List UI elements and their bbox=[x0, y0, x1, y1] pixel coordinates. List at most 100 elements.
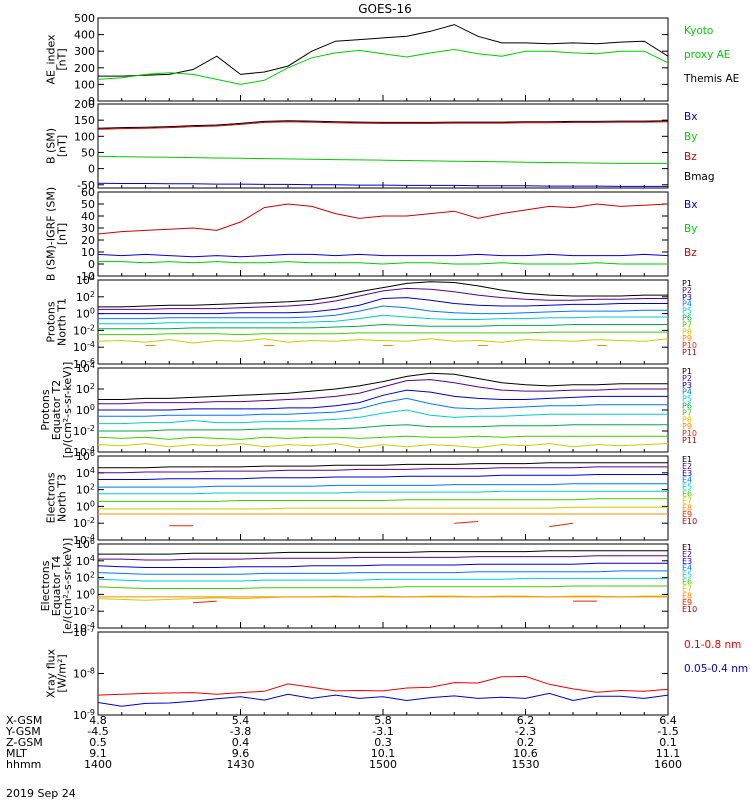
y-tick-label: 102 bbox=[76, 382, 95, 396]
x-axis-value: 0.2 bbox=[517, 736, 535, 749]
legend-item: E1 bbox=[682, 455, 692, 464]
series-line-e7 bbox=[98, 595, 668, 601]
y-axis-label: Xray flux[W/m²] bbox=[45, 648, 69, 698]
series-line-bmag bbox=[98, 120, 668, 129]
y-tick-label: 10-2 bbox=[73, 516, 95, 530]
y-tick-label: 200 bbox=[74, 62, 95, 75]
series-group bbox=[98, 372, 668, 449]
y-tick-label: 102 bbox=[76, 290, 95, 304]
y-tick-label: 20 bbox=[81, 234, 95, 247]
legend-item: P2 bbox=[682, 374, 692, 383]
x-axis-value: -2.3 bbox=[515, 725, 536, 738]
series-line-p2 bbox=[98, 379, 668, 405]
x-axis-value: -1.5 bbox=[657, 725, 678, 738]
x-axis-value: 10.6 bbox=[513, 747, 538, 760]
y-axis-label: ProtonsNorth T1 bbox=[45, 298, 69, 346]
x-axis-value: 1500 bbox=[369, 758, 397, 771]
panel-frame bbox=[97, 279, 669, 365]
legend-item: P5 bbox=[682, 307, 692, 316]
x-axis-value: -3.1 bbox=[372, 725, 393, 738]
series-group bbox=[98, 120, 668, 187]
y-tick-label: 400 bbox=[74, 29, 95, 42]
legend-item: P2 bbox=[682, 286, 692, 295]
x-axis-value: 0.4 bbox=[232, 736, 250, 749]
series-line-e7 bbox=[98, 506, 668, 510]
x-axis-row-label: X-GSM bbox=[6, 714, 42, 727]
y-tick-label: 10-4 bbox=[73, 533, 95, 547]
legend-item: P3 bbox=[682, 381, 692, 390]
series-group bbox=[98, 462, 668, 528]
x-axis-row-label: Y-GSM bbox=[5, 725, 41, 738]
x-axis-value: 1400 bbox=[84, 758, 112, 771]
x-axis-value: 4.8 bbox=[89, 714, 107, 727]
series-line-p6 bbox=[98, 323, 668, 330]
series-line-e2 bbox=[98, 466, 668, 474]
panel-ae: 0 100 200 300 400 500 AE_index[nT] Kyoto proxy A… bbox=[45, 12, 740, 108]
y-tick-label: 102 bbox=[76, 483, 95, 497]
x-axis-row-label: MLT bbox=[6, 747, 27, 760]
y-tick-label: 150 bbox=[74, 114, 95, 127]
y-axis-label-line: Protons bbox=[39, 389, 52, 430]
series-line-e5 bbox=[98, 490, 668, 495]
legend-item: Themis AE bbox=[683, 73, 739, 85]
legend-item: Bx bbox=[684, 111, 697, 123]
y-axis-label-line: Equator T2 bbox=[50, 380, 63, 440]
y-tick-label: 10-4 bbox=[73, 621, 95, 635]
series-group bbox=[98, 550, 668, 604]
legend-item: P9 bbox=[682, 422, 692, 431]
y-tick-label: 104 bbox=[76, 466, 95, 480]
legend-item: P10 bbox=[682, 341, 697, 350]
panel-xray: 10-9 10-8 10-7 Xray flux[W/m²] 0.1-0.8 nm 0.0… bbox=[45, 625, 749, 722]
legend-item: P3 bbox=[682, 293, 692, 302]
x-axis-value: 1600 bbox=[654, 758, 682, 771]
legend-item: E8 bbox=[682, 591, 692, 600]
x-axis-value: 1430 bbox=[227, 758, 255, 771]
y-axis-label-line: Xray flux bbox=[45, 648, 58, 698]
y-tick-label: 100 bbox=[76, 307, 95, 321]
series-line-e6 bbox=[98, 498, 668, 502]
y-tick-label: 200 bbox=[74, 98, 95, 111]
series-line-0-1-0-8-nm bbox=[98, 675, 668, 696]
x-axis-value: 10.1 bbox=[371, 747, 396, 760]
legend-item: E2 bbox=[682, 550, 692, 559]
y-tick-label: 50 bbox=[81, 198, 95, 211]
panel-frame bbox=[97, 367, 669, 453]
y-tick-label: 100 bbox=[74, 130, 95, 143]
legend-item: E7 bbox=[682, 496, 692, 505]
legend-item: P11 bbox=[682, 348, 697, 357]
series-line-p7 bbox=[98, 331, 668, 336]
series-line-p7 bbox=[98, 435, 668, 440]
series-line-p3 bbox=[98, 389, 668, 411]
series-line-e9 bbox=[169, 521, 574, 528]
y-tick-label: 300 bbox=[74, 45, 95, 58]
panel-frame bbox=[97, 631, 669, 716]
y-tick-label: 0 bbox=[88, 258, 95, 271]
y-tick-label: 104 bbox=[76, 361, 95, 375]
panel-frame bbox=[97, 103, 669, 189]
y-axis-label-line: North T3 bbox=[56, 474, 69, 522]
y-axis-label-line: AE_index bbox=[45, 34, 58, 85]
series-line-e4 bbox=[98, 570, 668, 575]
y-tick-label: -50 bbox=[77, 179, 95, 192]
series-line-p2 bbox=[98, 287, 668, 310]
series-line-p6 bbox=[98, 424, 668, 432]
y-axis-label-line: [p/(cm²-s-sr-keV)] bbox=[61, 362, 74, 459]
y-tick-label: 10-4 bbox=[73, 340, 95, 354]
y-axis-label-line: Electrons bbox=[39, 560, 52, 611]
series-line-e3 bbox=[98, 562, 668, 568]
x-axis-value: 6.2 bbox=[517, 714, 535, 727]
series-line-e9 bbox=[192, 600, 597, 604]
series-line-themis-ae bbox=[98, 24, 668, 77]
panel-frame bbox=[97, 455, 669, 541]
legend-item: E9 bbox=[682, 510, 692, 519]
series-line-p1 bbox=[98, 281, 668, 308]
y-tick-label: 10-7 bbox=[73, 625, 95, 639]
y-axis-label-line: Electrons bbox=[45, 472, 58, 523]
legend-item: P7 bbox=[682, 408, 692, 417]
legend-item: E10 bbox=[682, 605, 697, 614]
